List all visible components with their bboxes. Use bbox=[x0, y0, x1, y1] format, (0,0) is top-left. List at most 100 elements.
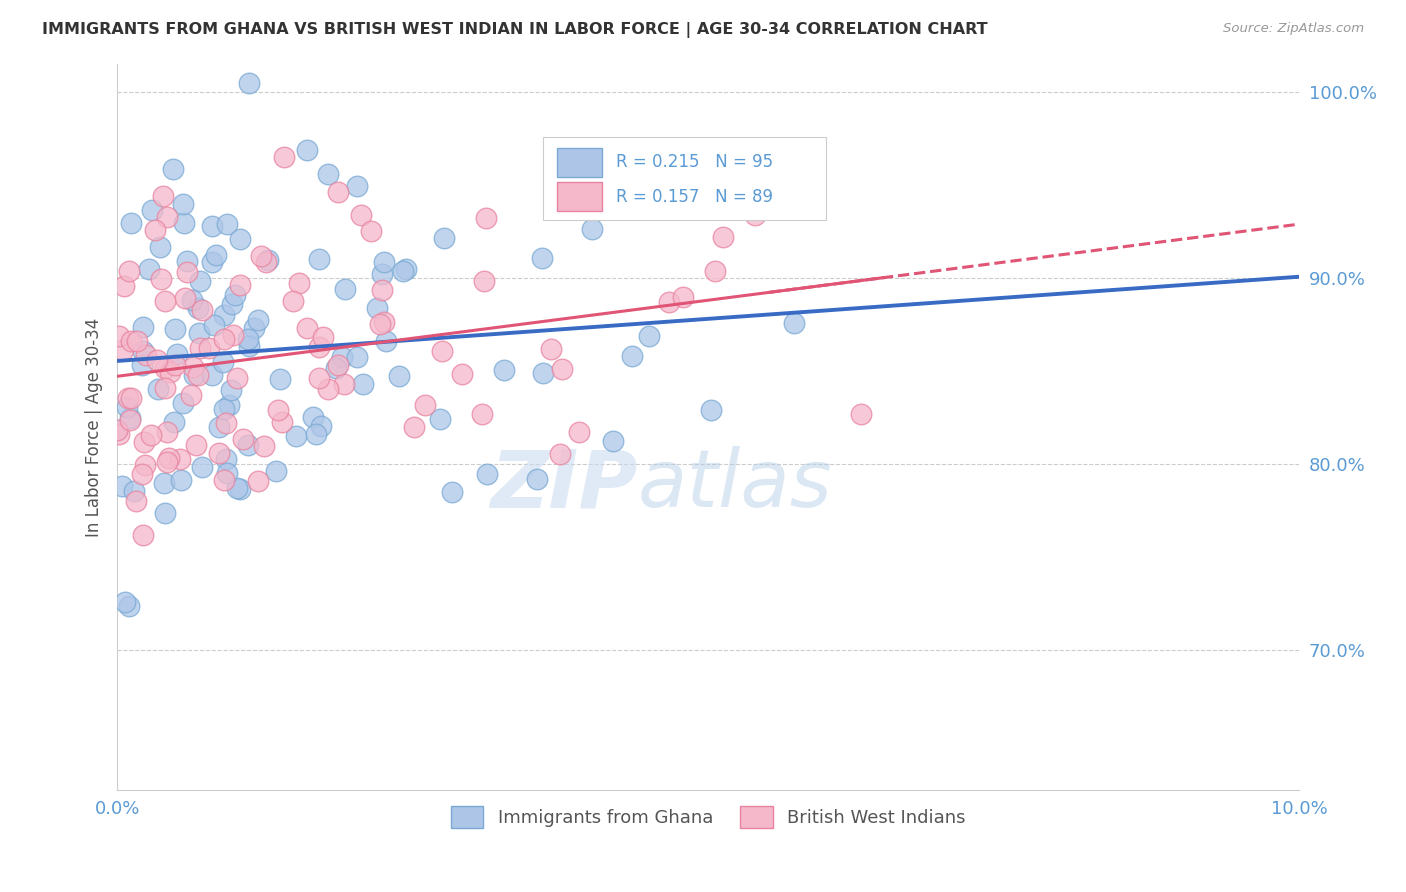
Point bbox=[266, 402, 288, 417]
Point bbox=[153, 381, 176, 395]
Point bbox=[349, 208, 371, 222]
Point bbox=[371, 283, 394, 297]
Point bbox=[308, 371, 330, 385]
Point bbox=[183, 368, 205, 383]
Text: R = 0.157   N = 89: R = 0.157 N = 89 bbox=[616, 188, 773, 206]
Point bbox=[620, 349, 643, 363]
Point bbox=[180, 293, 202, 307]
Point bbox=[120, 391, 142, 405]
Point bbox=[346, 350, 368, 364]
Point bbox=[373, 315, 395, 329]
Point bbox=[269, 372, 291, 386]
Point bbox=[316, 382, 339, 396]
Point bbox=[440, 484, 463, 499]
Point bbox=[118, 412, 141, 426]
Point bbox=[284, 429, 307, 443]
Point bbox=[224, 288, 246, 302]
Point bbox=[225, 371, 247, 385]
Point bbox=[704, 264, 727, 278]
Point bbox=[108, 426, 131, 441]
Point bbox=[295, 143, 318, 157]
Point bbox=[238, 338, 260, 352]
Point bbox=[146, 353, 169, 368]
Point bbox=[238, 76, 260, 90]
Point bbox=[163, 358, 186, 372]
Point bbox=[451, 367, 474, 381]
Point bbox=[117, 391, 139, 405]
Point bbox=[526, 472, 548, 486]
Point bbox=[134, 458, 156, 473]
Point bbox=[404, 419, 426, 434]
Point bbox=[333, 376, 356, 391]
Point bbox=[540, 342, 562, 356]
Point bbox=[153, 506, 176, 520]
Point bbox=[131, 358, 153, 372]
Point bbox=[143, 223, 166, 237]
Point bbox=[368, 317, 391, 331]
Point bbox=[221, 296, 243, 310]
Point bbox=[602, 434, 624, 449]
Point bbox=[548, 447, 571, 461]
Point bbox=[187, 368, 209, 383]
Point bbox=[318, 168, 340, 182]
Point bbox=[214, 473, 236, 487]
Point bbox=[326, 358, 349, 372]
Point bbox=[247, 313, 270, 327]
Point bbox=[531, 366, 554, 380]
Point bbox=[392, 264, 415, 278]
Point bbox=[229, 232, 252, 246]
Point bbox=[346, 179, 368, 194]
Point bbox=[229, 482, 252, 496]
Point bbox=[288, 277, 311, 291]
Point bbox=[152, 189, 174, 203]
Point bbox=[672, 290, 695, 304]
Point bbox=[120, 216, 142, 230]
Point bbox=[132, 527, 155, 541]
Point bbox=[302, 410, 325, 425]
Point bbox=[568, 425, 591, 440]
Point bbox=[474, 211, 496, 225]
Point bbox=[219, 383, 242, 397]
Point bbox=[254, 255, 277, 269]
Point bbox=[157, 451, 180, 466]
Point bbox=[212, 332, 235, 346]
Point bbox=[204, 318, 226, 332]
Bar bbox=[557, 147, 602, 177]
Point bbox=[114, 595, 136, 609]
Point bbox=[211, 355, 233, 369]
Point bbox=[169, 473, 191, 487]
Point bbox=[212, 308, 235, 322]
Point bbox=[283, 293, 305, 308]
Point bbox=[149, 240, 172, 254]
Point bbox=[162, 161, 184, 176]
Point bbox=[700, 403, 723, 417]
Point bbox=[388, 368, 411, 383]
Point bbox=[783, 316, 806, 330]
Point bbox=[105, 423, 128, 437]
Point bbox=[395, 262, 418, 277]
Point bbox=[232, 432, 254, 446]
Point bbox=[471, 407, 494, 421]
Point bbox=[127, 334, 149, 348]
Point bbox=[208, 446, 231, 460]
Text: IMMIGRANTS FROM GHANA VS BRITISH WEST INDIAN IN LABOR FORCE | AGE 30-34 CORRELAT: IMMIGRANTS FROM GHANA VS BRITISH WEST IN… bbox=[42, 22, 988, 38]
Point bbox=[107, 423, 129, 437]
Point bbox=[112, 279, 135, 293]
Point bbox=[238, 438, 260, 452]
Point bbox=[273, 150, 295, 164]
Point bbox=[637, 329, 659, 343]
FancyBboxPatch shape bbox=[543, 136, 827, 220]
Point bbox=[188, 274, 211, 288]
Point bbox=[475, 467, 498, 481]
Point bbox=[295, 321, 318, 335]
Point bbox=[120, 334, 142, 348]
Point bbox=[138, 261, 160, 276]
Point bbox=[115, 400, 138, 414]
Point bbox=[217, 467, 239, 481]
Point bbox=[433, 231, 456, 245]
Point bbox=[222, 328, 245, 343]
Text: ZIP: ZIP bbox=[489, 446, 637, 524]
Point bbox=[149, 272, 172, 286]
Point bbox=[204, 248, 226, 262]
Point bbox=[166, 346, 188, 360]
